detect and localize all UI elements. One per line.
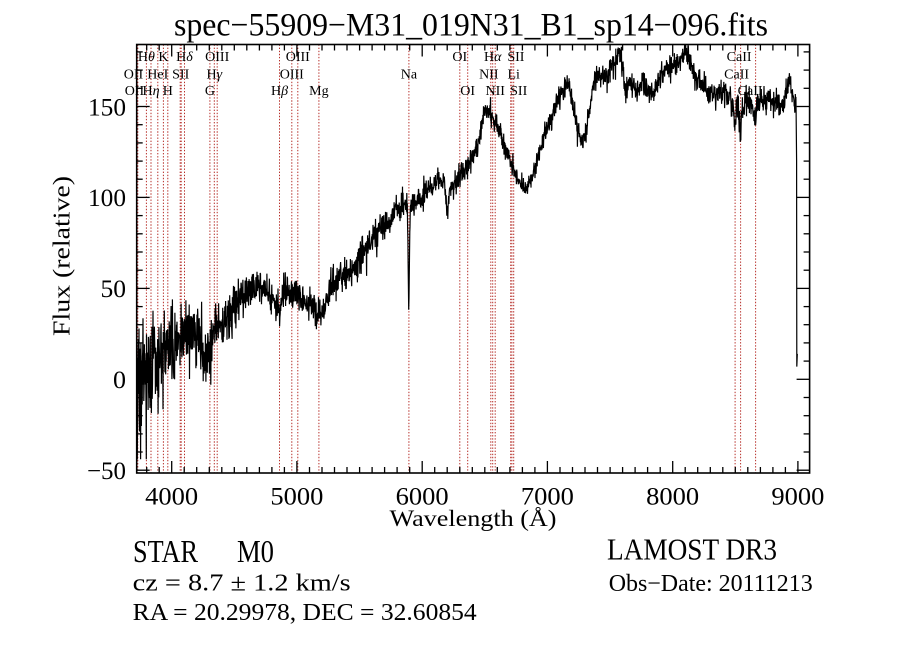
svg-text:OII: OII: [124, 67, 144, 82]
svg-text:−50: −50: [87, 458, 126, 485]
svg-text:Hα: Hα: [484, 50, 502, 65]
svg-text:cz = 8.7 ± 1.2 km/s: cz = 8.7 ± 1.2 km/s: [133, 571, 351, 597]
svg-text:Wavelength (Å): Wavelength (Å): [390, 506, 557, 531]
svg-text:NII: NII: [485, 84, 505, 99]
svg-text:Na: Na: [401, 67, 418, 82]
svg-text:5000: 5000: [270, 484, 323, 511]
svg-text:OI: OI: [452, 50, 467, 65]
svg-text:CaII: CaII: [727, 50, 752, 65]
svg-text:CaII: CaII: [738, 84, 763, 99]
svg-text:Hγ: Hγ: [206, 67, 222, 82]
svg-text:G: G: [205, 84, 215, 99]
svg-text:150: 150: [88, 94, 126, 121]
svg-text:0: 0: [113, 367, 126, 394]
svg-text:Obs−Date: 20111213: Obs−Date: 20111213: [609, 571, 813, 597]
svg-text:Hθ: Hθ: [138, 50, 155, 65]
svg-text:100: 100: [88, 185, 126, 212]
svg-text:SII: SII: [510, 84, 527, 99]
svg-text:Flux (relative): Flux (relative): [49, 176, 76, 336]
svg-text:SII: SII: [507, 50, 524, 65]
svg-text:SII: SII: [172, 67, 189, 82]
svg-text:Mg: Mg: [309, 84, 328, 99]
svg-text:RA = 20.29978, DEC = 32.6085: RA = 20.29978, DEC = 32.60854: [133, 600, 477, 626]
svg-text:OIII: OIII: [205, 50, 229, 65]
svg-text:OI: OI: [460, 84, 475, 99]
svg-text:OIII: OIII: [280, 67, 304, 82]
svg-text:Hδ: Hδ: [176, 50, 193, 65]
svg-text:HeI: HeI: [147, 67, 168, 82]
svg-text:NII: NII: [479, 67, 499, 82]
svg-text:OIII: OIII: [286, 50, 310, 65]
svg-text:STAR: STAR: [133, 533, 199, 569]
svg-text:K: K: [158, 50, 168, 65]
svg-text:M0: M0: [237, 533, 274, 569]
svg-text:LAMOST DR3: LAMOST DR3: [607, 532, 777, 567]
svg-text:7000: 7000: [521, 484, 574, 511]
svg-text:OII: OII: [125, 84, 145, 99]
svg-text:Hη: Hη: [142, 84, 159, 99]
svg-text:6000: 6000: [396, 484, 449, 511]
svg-text:spec−55909−M31_019N31_B1_sp14−: spec−55909−M31_019N31_B1_sp14−096.fits: [174, 8, 768, 44]
svg-text:Li: Li: [507, 67, 520, 82]
svg-text:4000: 4000: [145, 484, 198, 511]
svg-text:9000: 9000: [771, 484, 824, 511]
svg-text:CaII: CaII: [724, 67, 749, 82]
svg-text:50: 50: [101, 276, 127, 303]
svg-text:H: H: [163, 84, 173, 99]
svg-text:Hβ: Hβ: [271, 84, 288, 99]
svg-text:8000: 8000: [646, 484, 699, 511]
